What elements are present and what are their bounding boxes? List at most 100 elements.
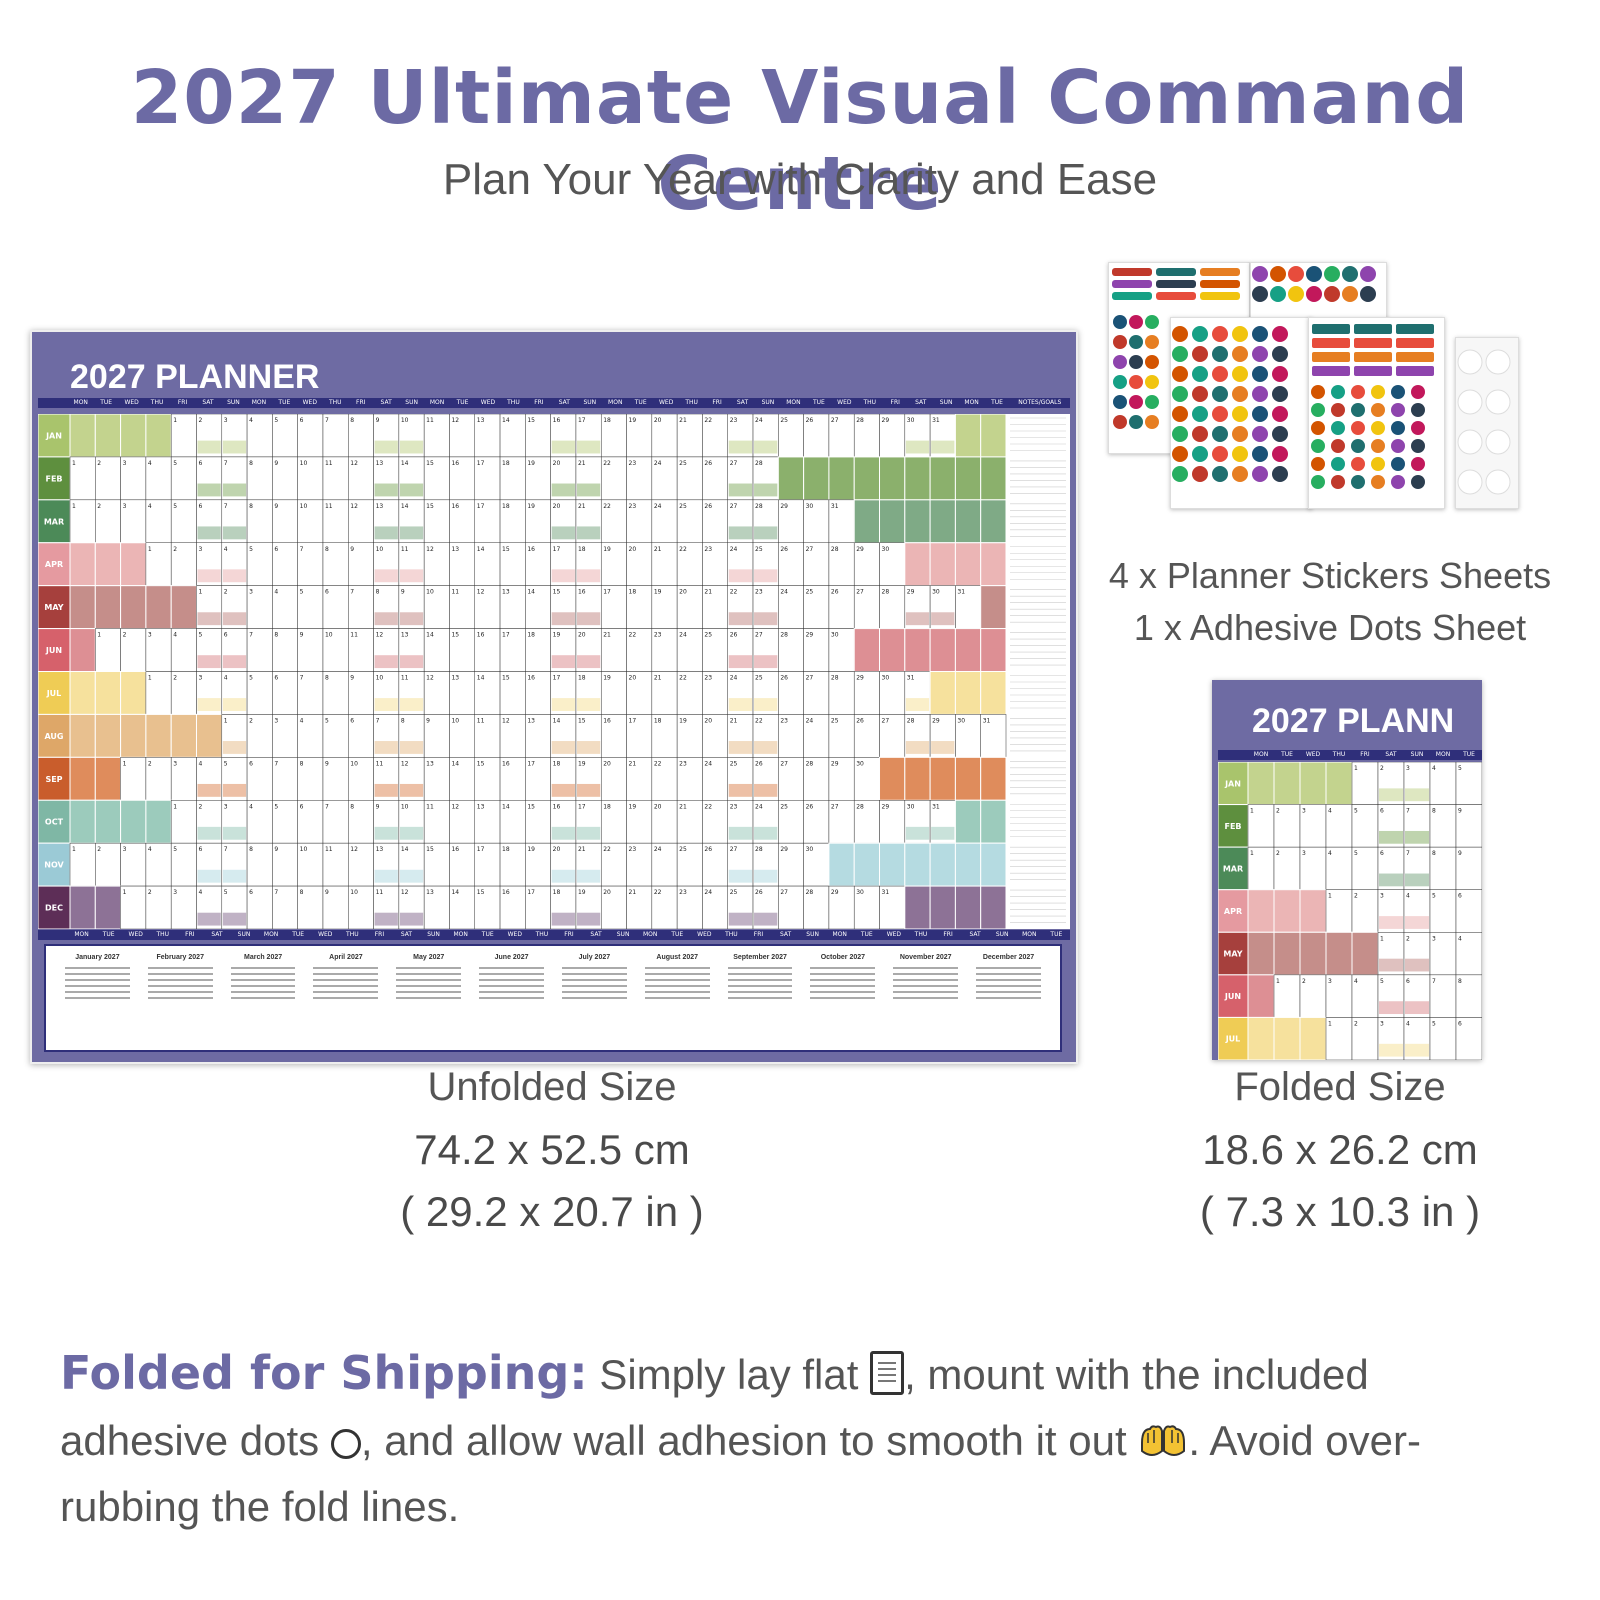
day-cell (626, 456, 653, 501)
day-cell (449, 885, 476, 929)
day-cell (676, 714, 703, 758)
day-number: 29 (780, 503, 788, 510)
weekend-shade (931, 612, 955, 626)
day-number: 4 (274, 589, 278, 596)
day-number: 13 (502, 589, 510, 596)
folded-cm: 18.6 x 26.2 cm (1202, 1126, 1478, 1173)
day-cell (474, 499, 501, 544)
month-label-cell (38, 628, 71, 672)
weekday-label: SUN (583, 399, 597, 406)
unfolded-inches: ( 29.2 x 20.7 in ) (400, 1188, 704, 1235)
day-cell (525, 414, 551, 458)
blank-cell (954, 799, 982, 844)
circle-sticker (1113, 375, 1127, 389)
weekend-shade (399, 783, 424, 797)
weekend-shade (754, 526, 778, 540)
circle-sticker (1272, 366, 1288, 382)
circle-sticker (1411, 421, 1425, 435)
day-number: 5 (1432, 893, 1436, 900)
blank-cell (1273, 931, 1301, 976)
day-cell (879, 585, 906, 629)
day-number: 19 (679, 717, 687, 724)
weekday-label: WED (318, 931, 333, 938)
weekend-shade (1405, 1001, 1429, 1015)
day-number: 27 (780, 760, 788, 767)
mini-month-row (313, 997, 379, 999)
day-number: 29 (932, 717, 940, 724)
circle-sticker (1252, 446, 1268, 462)
mini-month: August 2027 (636, 954, 719, 1042)
label-sticker (1200, 292, 1240, 300)
blank-cell (929, 499, 956, 544)
weekend-shade (399, 826, 424, 840)
day-number: 10 (300, 460, 308, 467)
day-number: 4 (1354, 978, 1358, 985)
circle-sticker (1113, 315, 1127, 329)
planner-folded-image: 2027 PLANN MON TUE WED THU FRI SAT SUN MON TUE J… (1212, 680, 1482, 1060)
blank-cell (803, 456, 830, 501)
day-cell (120, 842, 147, 887)
day-cell (474, 671, 501, 715)
hexagon-sticker (1324, 266, 1340, 282)
day-number: 26 (730, 632, 738, 639)
blank-cell (145, 585, 172, 630)
day-cell (474, 456, 501, 501)
weekend-shade (374, 440, 398, 454)
weekday-label: FRI (185, 931, 195, 938)
blank-cell (954, 842, 982, 887)
day-cell (651, 885, 678, 929)
day-number: 21 (730, 717, 738, 724)
blank-cell (954, 542, 982, 587)
circle-sticker (1145, 415, 1159, 429)
day-cell (499, 671, 526, 715)
day-number: 1 (97, 632, 101, 639)
blank-cell (1247, 974, 1275, 1018)
day-number: 31 (932, 803, 940, 810)
circle-sticker (1145, 335, 1159, 349)
weekday-label: FRI (534, 399, 544, 406)
shipping-text-2: , mount with the included adhesive dots (60, 1351, 1369, 1464)
day-number: 12 (426, 675, 434, 682)
day-number: 22 (603, 460, 611, 467)
weekend-shade (551, 826, 575, 840)
weekday-label: WED (128, 931, 143, 938)
day-number: 7 (1406, 850, 1410, 857)
weekend-shade (905, 698, 930, 711)
day-number: 13 (376, 846, 384, 853)
day-number: 12 (451, 803, 459, 810)
blank-cell (929, 542, 956, 587)
day-cell (1429, 804, 1457, 848)
circle-sticker (1113, 415, 1127, 429)
day-number: 25 (755, 675, 763, 682)
day-number: 14 (451, 889, 459, 896)
day-number: 16 (553, 803, 561, 810)
shipping-text-3: , and allow wall adhesion to smooth it o… (360, 1417, 1139, 1464)
day-number: 6 (300, 803, 304, 810)
circle-sticker (1113, 335, 1127, 349)
day-number: 1 (1276, 978, 1280, 985)
day-number: 25 (679, 503, 687, 510)
circle-sticker (1172, 446, 1188, 462)
month-label: MAY (44, 603, 63, 612)
day-cell (778, 628, 804, 672)
weekday-label: SUN (237, 931, 251, 938)
circle-sticker (1311, 439, 1325, 453)
day-cell (600, 456, 627, 501)
hexagon-sticker (1360, 286, 1376, 302)
day-number: 22 (679, 546, 687, 553)
day-number: 29 (806, 632, 814, 639)
mini-month-row (313, 973, 379, 975)
day-number: 20 (654, 803, 662, 810)
mini-month: May 2027 (387, 954, 470, 1042)
month-label: AUG (44, 732, 63, 741)
day-number: 5 (300, 589, 304, 596)
day-number: 10 (401, 803, 409, 810)
day-number: 25 (831, 717, 839, 724)
day-cell (499, 542, 526, 586)
month-label: JAN (1224, 779, 1241, 788)
day-cell (246, 800, 273, 844)
mini-month-title: May 2027 (413, 954, 445, 961)
weekday-label: SUN (616, 931, 630, 938)
weekend-shade (931, 440, 955, 454)
mini-month-title: September 2027 (733, 954, 787, 961)
